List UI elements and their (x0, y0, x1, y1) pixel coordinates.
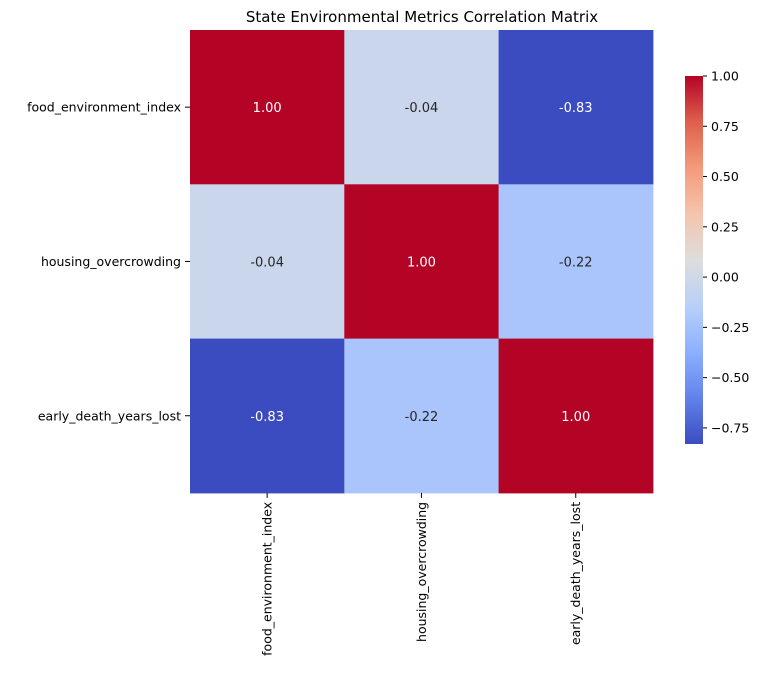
heatmap-cell-2-0 (190, 338, 345, 494)
colorbar-tick-label: 1.00 (711, 69, 739, 84)
colorbar-gradient (685, 76, 703, 444)
cell-annotation-0-0: 1.00 (253, 101, 282, 116)
x-tick-label: housing_overcrowding (414, 502, 429, 642)
colorbar-tick-label: 0.75 (711, 119, 739, 134)
cell-annotation-1-0: -0.04 (250, 255, 284, 270)
heatmap-cells (190, 30, 654, 494)
y-tick-label: food_environment_index (27, 100, 181, 115)
heatmap-cell-2-2 (498, 338, 654, 494)
colorbar-tick-label: 0.00 (711, 270, 739, 285)
heatmap-cell-1-0 (190, 184, 345, 340)
y-tick-label: housing_overcrowding (41, 254, 181, 269)
cell-annotation-2-0: -0.83 (250, 410, 284, 425)
heatmap-cell-2-1 (344, 338, 500, 494)
colorbar-tick-label: −0.50 (711, 370, 749, 385)
colorbar-tick-label: 0.50 (711, 169, 739, 184)
heatmap-cell-0-2 (498, 30, 654, 185)
x-tick-label: food_environment_index (260, 502, 275, 656)
y-axis-ticks: food_environment_index housing_overcrowdi… (27, 100, 190, 423)
chart-title: State Environmental Metrics Correlation … (246, 8, 598, 26)
heatmap-cell-0-1 (344, 30, 500, 185)
cell-annotation-2-2: 1.00 (561, 410, 590, 425)
colorbar-tick-label: −0.25 (711, 320, 749, 335)
heatmap-cell-1-1 (344, 184, 500, 340)
heatmap-cell-1-2 (498, 184, 654, 340)
colorbar-tick-label: 0.25 (711, 219, 739, 234)
heatmap-cell-0-0 (190, 30, 345, 185)
cell-annotation-0-2: -0.83 (559, 101, 593, 116)
cell-annotation-1-2: -0.22 (559, 255, 593, 270)
colorbar: 1.00 0.75 0.50 0.25 0.00 −0.25 −0.50 −0.75 (685, 69, 749, 444)
x-tick-label: early_death_years_lost (568, 502, 583, 645)
y-tick-label: early_death_years_lost (38, 408, 181, 423)
cell-annotation-2-1: -0.22 (405, 410, 439, 425)
cell-annotation-1-1: 1.00 (407, 255, 436, 270)
x-axis-ticks: food_environment_index housing_overcrowdi… (260, 492, 583, 656)
heatmap-cell-labels: 1.00 -0.04 -0.83 -0.04 1.00 -0.22 -0.83 -0.22 1.… (250, 101, 592, 425)
cell-annotation-0-1: -0.04 (405, 101, 439, 116)
colorbar-tick-label: −0.75 (711, 420, 749, 435)
